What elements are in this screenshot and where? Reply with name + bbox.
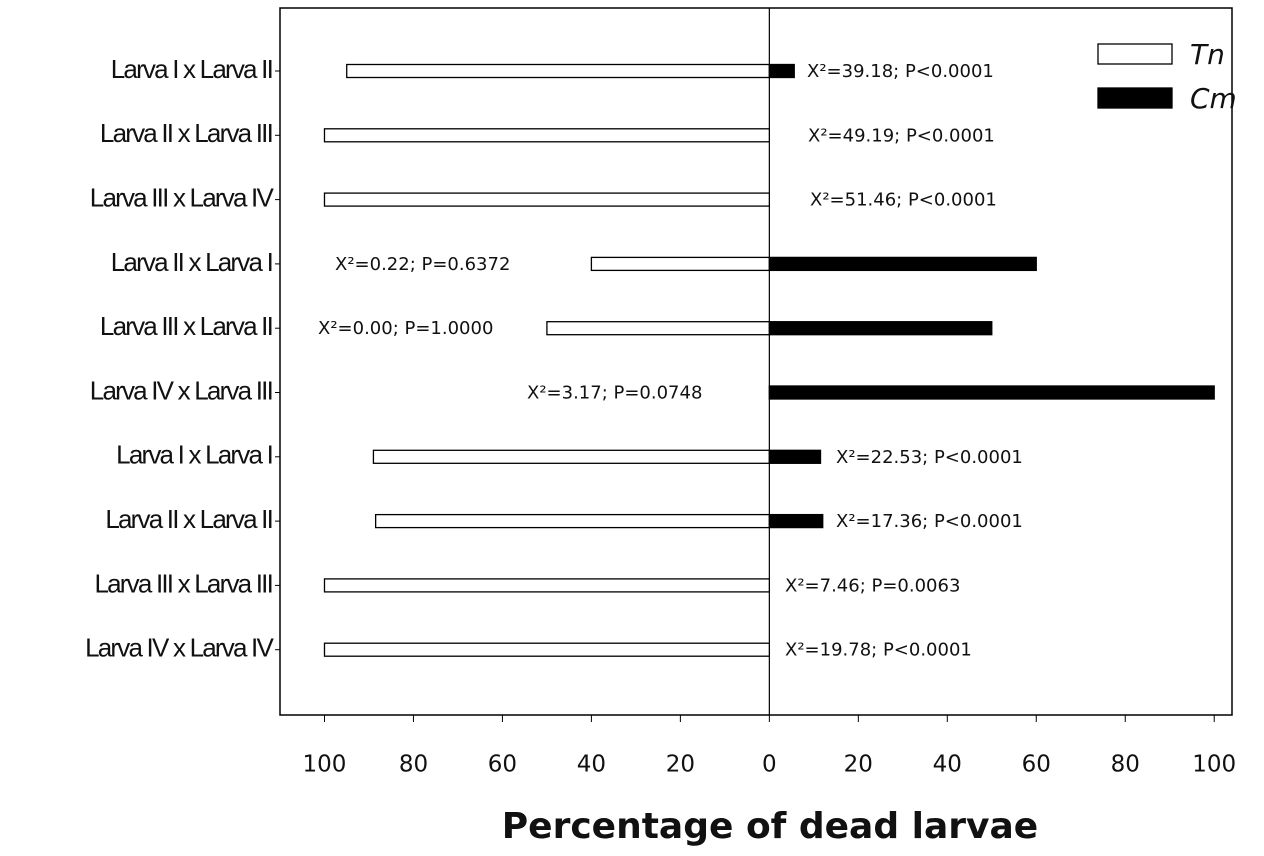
x-tick-label: 60	[1022, 752, 1051, 778]
y-tick-label: Larva II x Larva I	[111, 247, 272, 277]
y-tick-label: Larva III x Larva IV	[90, 182, 275, 212]
annotation: X²=0.00; P=1.0000	[318, 318, 493, 339]
x-tick-label: 40	[933, 752, 962, 778]
x-axis-label: Percentage of dead larvae	[502, 806, 1038, 847]
bar	[768, 321, 993, 336]
bar	[768, 63, 795, 79]
bar	[768, 449, 822, 464]
x-tick-label: 40	[577, 752, 606, 778]
bar	[590, 256, 770, 272]
annotation: X²=49.19; P<0.0001	[808, 125, 995, 146]
bar	[346, 63, 770, 79]
y-tick-label: Larva IV x Larva IV	[85, 633, 274, 663]
x-tick-label: 20	[844, 752, 873, 778]
bar	[768, 256, 1037, 272]
annotation: X²=19.78; P<0.0001	[785, 640, 972, 661]
legend-label: Tn	[1190, 38, 1225, 71]
legend-label: Cm	[1190, 82, 1237, 115]
bar	[768, 385, 1215, 400]
y-tick-label: Larva II x Larva III	[100, 118, 272, 148]
bar	[372, 449, 770, 464]
annotation: X²=22.53; P<0.0001	[836, 447, 1023, 468]
annotation: X²=7.46; P=0.0063	[785, 575, 960, 596]
x-tick-label: 20	[666, 752, 695, 778]
y-tick-label: Larva II x Larva II	[105, 504, 272, 534]
bar	[768, 513, 824, 529]
x-tick-label: 80	[1111, 752, 1140, 778]
bar	[323, 128, 770, 143]
x-tick-label: 100	[1192, 752, 1236, 778]
y-tick-label: Larva IV x Larva III	[90, 375, 272, 405]
annotation: X²=17.36; P<0.0001	[836, 511, 1023, 532]
bar	[323, 642, 770, 657]
bar	[323, 578, 770, 593]
annotation: X²=39.18; P<0.0001	[807, 61, 994, 82]
x-tick-label: 80	[399, 752, 428, 778]
y-tick-label: Larva I x Larva II	[111, 54, 272, 84]
legend-swatch	[1097, 87, 1173, 109]
x-tick-label: 100	[303, 752, 347, 778]
annotation: X²=0.22; P=0.6372	[335, 254, 510, 275]
bar	[374, 513, 770, 529]
annotation: X²=51.46; P<0.0001	[810, 190, 997, 211]
bar	[546, 321, 770, 336]
legend-swatch	[1097, 43, 1173, 65]
x-tick-label: 0	[762, 752, 777, 778]
y-tick-label: Larva I x Larva I	[116, 440, 272, 470]
y-tick-label: Larva III x Larva III	[94, 568, 272, 598]
y-tick-label: Larva III x Larva II	[100, 311, 272, 341]
plot-frame	[279, 7, 1233, 716]
bar	[323, 192, 770, 207]
annotation: X²=3.17; P=0.0748	[527, 383, 702, 404]
x-tick-label: 60	[488, 752, 517, 778]
